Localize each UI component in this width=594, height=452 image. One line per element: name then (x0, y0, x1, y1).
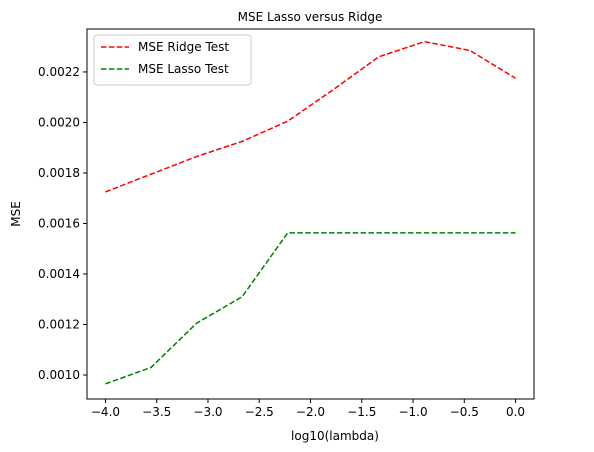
legend-label: MSE Ridge Test (138, 40, 229, 54)
y-tick-label: 0.0020 (38, 115, 80, 129)
legend: MSE Ridge Test MSE Lasso Test (93, 34, 252, 86)
y-axis: 0.0010 0.0012 0.0014 0.0016 0.0018 0.0020 0.00… (38, 65, 87, 382)
x-tick-label: 0.0 (506, 405, 525, 419)
x-tick-label: −4.0 (91, 405, 120, 419)
y-tick-label: 0.0016 (38, 216, 80, 230)
x-tick-label: −2.0 (296, 405, 325, 419)
legend-label: MSE Lasso Test (138, 62, 229, 76)
y-tick-label: 0.0014 (38, 267, 80, 281)
x-tick-label: −1.5 (347, 405, 376, 419)
x-axis-label: log10(lambda) (291, 429, 379, 443)
x-tick-label: −3.5 (142, 405, 171, 419)
y-axis-label: MSE (9, 201, 23, 227)
series-layer (105, 40, 516, 385)
x-tick-label: −1.0 (398, 405, 427, 419)
chart-title: MSE Lasso versus Ridge (238, 10, 383, 24)
series-line-0 (105, 40, 516, 193)
x-tick-label: −2.5 (245, 405, 274, 419)
x-axis: −4.0 −3.5 −3.0 −2.5 −2.0 −1.5 −1.0 −0.5 0.0 (91, 399, 525, 419)
x-tick-label: −0.5 (450, 405, 479, 419)
y-tick-label: 0.0018 (38, 166, 80, 180)
legend-box (93, 34, 252, 86)
y-tick-label: 0.0010 (38, 368, 80, 382)
y-tick-label: 0.0022 (38, 65, 80, 79)
plot-area (86, 28, 535, 400)
series-line-1 (105, 232, 516, 385)
x-tick-label: −3.0 (193, 405, 222, 419)
y-tick-label: 0.0012 (38, 317, 80, 331)
